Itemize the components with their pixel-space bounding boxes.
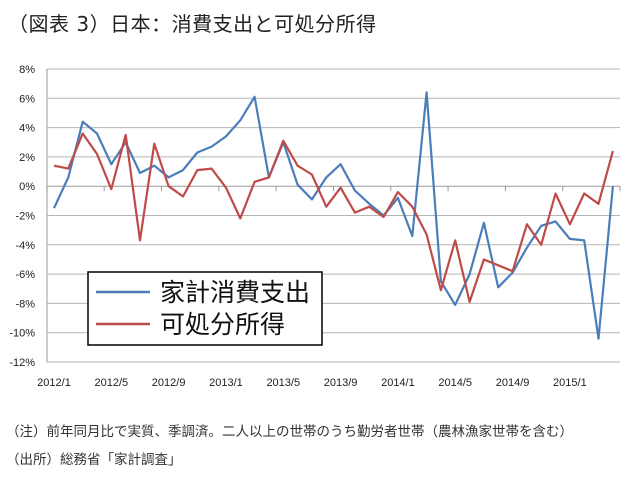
y-tick-label: 4%: [19, 123, 35, 135]
x-tick-label: 2013/9: [324, 377, 358, 389]
x-tick-label: 2014/9: [496, 377, 530, 389]
x-tick-label: 2015/1: [553, 377, 587, 389]
legend-label: 家計消費支出: [160, 278, 310, 307]
x-tick-label: 2013/5: [266, 377, 300, 389]
y-tick-label: -4%: [15, 240, 35, 252]
y-tick-label: -2%: [15, 211, 35, 223]
x-tick-label: 2012/5: [94, 377, 128, 389]
y-tick-label: -10%: [9, 328, 35, 340]
series-line-1: [53, 91, 614, 340]
y-tick-label: 6%: [19, 93, 35, 105]
y-tick-label: -12%: [9, 357, 35, 369]
footnote-source: （出所）総務省「家計調査」: [6, 452, 182, 468]
footnote-note: （注）前年同月比で実質、季調済。二人以上の世帯のうち勤労者世帯（農林漁家世帯を含…: [6, 424, 573, 440]
y-tick-label: -6%: [15, 269, 35, 281]
legend-box: [87, 271, 323, 346]
x-tick-label: 2013/1: [209, 377, 243, 389]
x-tick-label: 2012/9: [152, 377, 186, 389]
legend-label: 可処分所得: [160, 310, 285, 339]
x-tick-label: 2012/1: [37, 377, 71, 389]
x-tick-label: 2014/5: [438, 377, 472, 389]
series-line-2: [53, 132, 614, 303]
y-tick-label: 0%: [19, 181, 35, 193]
y-tick-label: -8%: [15, 298, 35, 310]
y-tick-label: 2%: [19, 152, 35, 164]
page-title: （図表 3）日本：消費支出と可処分所得: [8, 12, 377, 36]
y-tick-label: 8%: [19, 64, 35, 76]
x-tick-label: 2014/1: [381, 377, 415, 389]
